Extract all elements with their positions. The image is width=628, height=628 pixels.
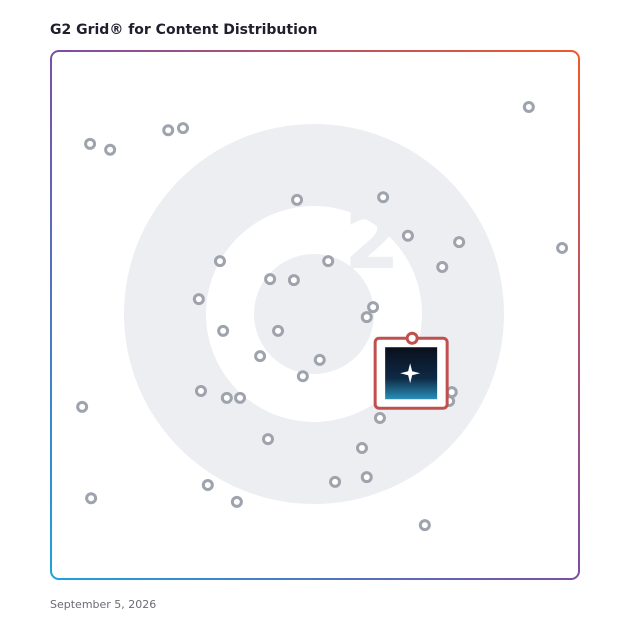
product-dot xyxy=(217,324,230,337)
product-dot xyxy=(84,137,97,150)
product-dot xyxy=(201,479,214,492)
date: September 5, 2026 xyxy=(50,598,156,611)
product-dot xyxy=(262,433,275,446)
product-dot xyxy=(436,260,449,273)
product-dot xyxy=(287,274,300,287)
product-dot xyxy=(418,519,431,532)
product-dot xyxy=(104,143,117,156)
product-dot xyxy=(234,391,247,404)
product-dot xyxy=(453,236,466,249)
product-dot xyxy=(230,495,243,508)
product-dot xyxy=(264,273,277,286)
product-dot xyxy=(291,193,304,206)
product-dot xyxy=(355,442,368,455)
product-dot xyxy=(329,475,342,488)
svg-text:2: 2 xyxy=(344,194,400,287)
product-dot xyxy=(296,370,309,383)
product-dot xyxy=(313,353,326,366)
product-dot xyxy=(322,255,335,268)
highlight-dot xyxy=(405,331,419,345)
product-dot xyxy=(373,411,386,424)
product-dot xyxy=(220,391,233,404)
product-dot xyxy=(194,385,207,398)
product-dot xyxy=(213,255,226,268)
product-dot xyxy=(192,293,205,306)
icon-sparkle xyxy=(400,363,421,384)
product-dot xyxy=(85,492,98,505)
product-dot xyxy=(401,229,414,242)
product-dot xyxy=(556,241,569,254)
product-dot xyxy=(254,350,267,363)
product-dot xyxy=(367,301,380,314)
product-dot xyxy=(162,124,175,137)
chart-title: G2 Grid® for Content Distribution xyxy=(50,22,317,38)
product-dot xyxy=(76,400,89,413)
product-dot xyxy=(360,471,373,484)
product-dot xyxy=(522,100,535,113)
product-dot xyxy=(377,191,390,204)
watermark: 2 xyxy=(124,124,504,504)
product-dot xyxy=(177,122,189,135)
product-dot xyxy=(360,311,373,324)
product-dot xyxy=(272,324,285,337)
highlighted-product xyxy=(373,331,449,410)
